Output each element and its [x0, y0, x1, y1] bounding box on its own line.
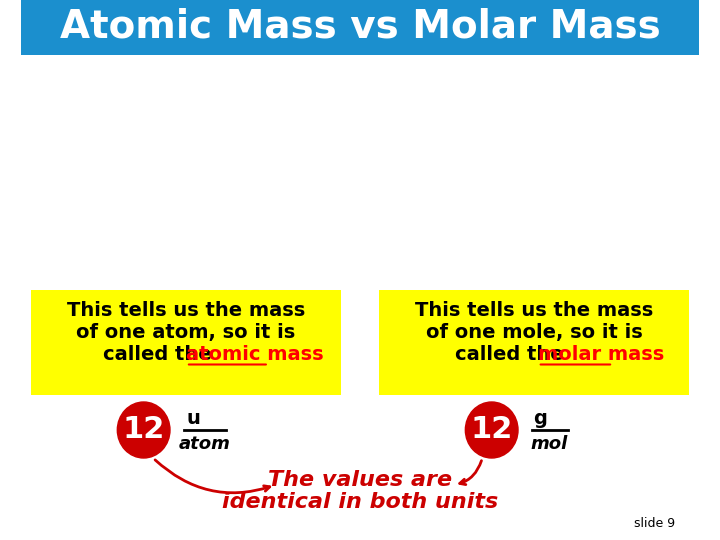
FancyBboxPatch shape — [22, 0, 698, 55]
FancyBboxPatch shape — [22, 55, 698, 540]
FancyBboxPatch shape — [31, 290, 341, 395]
Text: of one mole, so it is: of one mole, so it is — [426, 323, 642, 342]
Text: called the: called the — [455, 345, 570, 364]
Text: Atomic Mass vs Molar Mass: Atomic Mass vs Molar Mass — [60, 8, 660, 46]
Text: This tells us the mass: This tells us the mass — [67, 301, 305, 320]
Text: u: u — [186, 408, 200, 428]
Circle shape — [117, 402, 170, 458]
Text: 12: 12 — [122, 415, 165, 444]
Text: called the: called the — [103, 345, 219, 364]
Text: 12: 12 — [470, 415, 513, 444]
Text: molar mass: molar mass — [538, 345, 664, 364]
FancyBboxPatch shape — [379, 290, 689, 395]
Text: atomic mass: atomic mass — [186, 345, 323, 364]
Text: atom: atom — [179, 435, 230, 453]
Text: identical in both units: identical in both units — [222, 492, 498, 512]
Text: The values are: The values are — [268, 470, 452, 490]
Text: mol: mol — [531, 435, 567, 453]
Text: called the atomic mass: called the atomic mass — [60, 345, 312, 364]
Text: of one atom, so it is: of one atom, so it is — [76, 323, 296, 342]
Text: g: g — [533, 408, 546, 428]
Circle shape — [465, 402, 518, 458]
Text: This tells us the mass: This tells us the mass — [415, 301, 653, 320]
Text: slide 9: slide 9 — [634, 517, 675, 530]
